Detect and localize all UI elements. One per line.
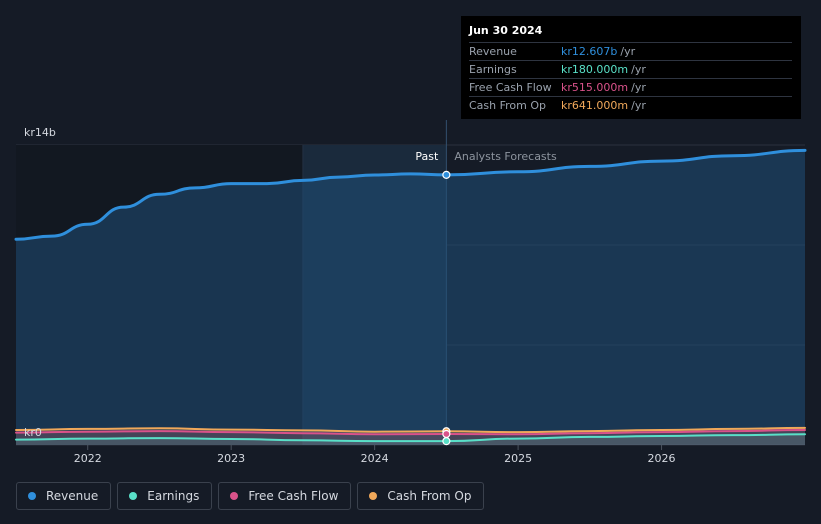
legend-label: Cash From Op xyxy=(387,489,472,503)
axes: 2022 2023 2024 2025 2026 xyxy=(74,445,676,465)
tooltip-row-revenue: Revenue kr12.607b /yr xyxy=(469,42,792,60)
legend-label: Revenue xyxy=(46,489,99,503)
legend: Revenue Earnings Free Cash Flow Cash Fro… xyxy=(16,482,485,512)
legend-dot-icon xyxy=(230,492,239,500)
legend-item-free-cash-flow[interactable]: Free Cash Flow xyxy=(218,482,352,510)
legend-dot-icon xyxy=(129,492,138,500)
x-tick-label: 2023 xyxy=(217,452,245,465)
revenue-marker xyxy=(442,170,451,179)
revenue-area xyxy=(16,150,805,445)
x-tick-label: 2025 xyxy=(504,452,532,465)
legend-item-revenue[interactable]: Revenue xyxy=(16,482,112,510)
series-lines xyxy=(14,148,807,443)
legend-dot-icon xyxy=(369,492,378,500)
legend-item-earnings[interactable]: Earnings xyxy=(117,482,213,510)
free-cash-flow-marker xyxy=(442,429,451,439)
cash-from-op-line xyxy=(15,426,806,434)
legend-item-cash-from-op[interactable]: Cash From Op xyxy=(357,482,485,510)
earnings-line xyxy=(15,433,806,443)
tooltip: Jun 30 2024 Revenue kr12.607b /yr Earnin… xyxy=(461,16,801,119)
tooltip-row-free-cash-flow: Free Cash Flow kr515.000m /yr xyxy=(469,78,792,96)
past-label: Past xyxy=(415,150,439,163)
tooltip-value: kr180.000m xyxy=(561,63,629,76)
tooltip-label: Free Cash Flow xyxy=(469,81,552,94)
tooltip-unit: /yr xyxy=(620,45,636,58)
tooltip-label: Revenue xyxy=(469,45,517,58)
legend-label: Earnings xyxy=(147,489,200,503)
tooltip-date: Jun 30 2024 xyxy=(469,24,543,37)
tooltip-row-earnings: Earnings kr180.000m /yr xyxy=(469,60,792,78)
y-axis-bottom-label: kr0 xyxy=(24,426,42,439)
tooltip-unit: /yr xyxy=(631,81,646,94)
legend-label: Free Cash Flow xyxy=(248,489,339,503)
free-cash-flow-line xyxy=(15,429,806,436)
x-tick-label: 2022 xyxy=(74,452,102,465)
x-tick-label: 2024 xyxy=(361,452,389,465)
tooltip-unit: /yr xyxy=(631,99,646,112)
tooltip-label: Earnings xyxy=(469,63,517,76)
legend-dot-icon xyxy=(28,492,36,500)
tooltip-value: kr515.000m xyxy=(561,81,629,94)
tooltip-value: kr641.000m xyxy=(561,99,629,112)
series-markers xyxy=(442,170,451,446)
x-tick-label: 2026 xyxy=(648,452,676,465)
revenue-line xyxy=(14,148,807,241)
tooltip-value: kr12.607b xyxy=(561,45,618,58)
forecast-label: Analysts Forecasts xyxy=(454,150,557,163)
tooltip-label: Cash From Op xyxy=(469,99,547,112)
tooltip-row-cash-from-op: Cash From Op kr641.000m /yr xyxy=(469,96,792,114)
y-axis-top-label: kr14b xyxy=(24,126,56,139)
earnings-marker xyxy=(442,437,451,446)
tooltip-unit: /yr xyxy=(631,63,646,76)
